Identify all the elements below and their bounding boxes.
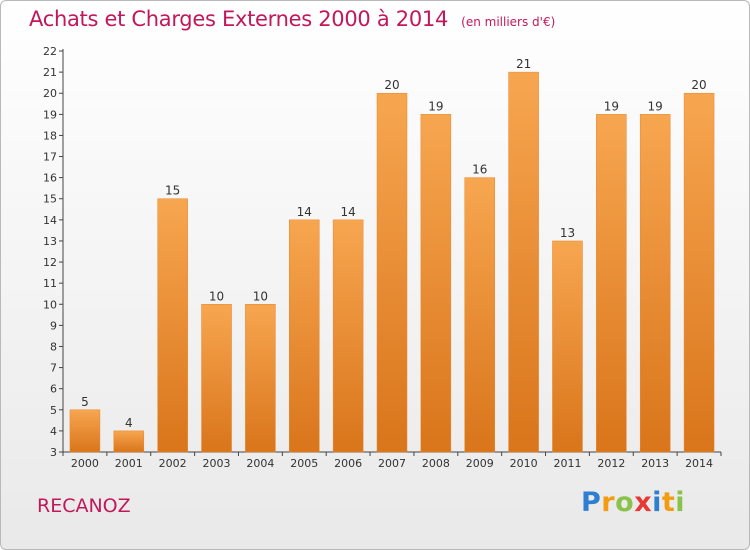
y-tick-label: 13: [43, 235, 57, 248]
logo-letter: x: [634, 487, 653, 518]
data-label: 20: [691, 78, 706, 92]
y-tick-label: 11: [43, 277, 57, 290]
bar: [201, 304, 232, 453]
data-label: 14: [297, 205, 312, 219]
x-tick-label: 2014: [685, 457, 713, 470]
y-tick-label: 8: [50, 340, 57, 353]
data-label: 10: [209, 289, 224, 303]
bar: [552, 240, 583, 453]
logo-letter: r: [601, 487, 616, 518]
x-tick-label: 2007: [378, 457, 406, 470]
x-tick-label: 2013: [641, 457, 669, 470]
x-tick-label: 2003: [203, 457, 231, 470]
data-label: 19: [604, 99, 619, 113]
data-label: 21: [516, 57, 531, 71]
bar: [113, 430, 145, 453]
x-tick-label: 2005: [290, 457, 318, 470]
y-tick-label: 22: [43, 45, 57, 58]
bar: [464, 177, 495, 453]
bar: [683, 92, 715, 453]
x-tick-label: 2001: [115, 457, 143, 470]
y-tick-label: 12: [43, 256, 57, 269]
x-tick-label: 2000: [71, 457, 99, 470]
data-label: 14: [340, 205, 355, 219]
data-label: 16: [472, 163, 487, 177]
logo-letter: t: [661, 487, 676, 518]
bar: [289, 219, 320, 453]
y-tick-label: 9: [50, 319, 57, 332]
bar: [596, 114, 627, 453]
data-label: 19: [648, 99, 663, 113]
y-tick-label: 19: [43, 108, 57, 121]
y-tick-label: 15: [43, 193, 57, 206]
y-tick-label: 3: [50, 446, 57, 459]
data-label: 20: [384, 78, 399, 92]
bar: [332, 219, 364, 453]
chart-unit: (en milliers d'€): [461, 15, 556, 29]
chart-title: Achats et Charges Externes 2000 à 2014 (…: [29, 7, 555, 31]
bar: [376, 92, 408, 453]
y-tick-label: 5: [50, 404, 57, 417]
data-label: 5: [81, 395, 89, 409]
x-tick-label: 2008: [422, 457, 450, 470]
bar: [69, 409, 101, 453]
place-name: RECANOZ: [37, 495, 131, 517]
x-tick-label: 2012: [597, 457, 625, 470]
y-tick-label: 14: [43, 214, 57, 227]
x-tick-label: 2009: [466, 457, 494, 470]
bar: [420, 114, 452, 453]
data-label: 10: [253, 289, 268, 303]
x-tick-label: 2004: [246, 457, 274, 470]
y-tick-label: 4: [50, 425, 57, 438]
y-tick-label: 16: [43, 172, 57, 185]
y-tick-label: 7: [50, 362, 57, 375]
x-tick-label: 2011: [553, 457, 581, 470]
x-tick-label: 2010: [510, 457, 538, 470]
y-tick-label: 21: [43, 66, 57, 79]
bar: [508, 71, 539, 453]
logo-letter: P: [581, 487, 602, 518]
x-tick-label: 2002: [159, 457, 187, 470]
bar: [245, 304, 276, 453]
data-label: 13: [560, 226, 575, 240]
y-tick-label: 17: [43, 151, 57, 164]
bar: [639, 114, 671, 453]
y-tick-label: 18: [43, 129, 57, 142]
logo-letter: i: [652, 487, 662, 518]
logo-letter: i: [675, 487, 686, 518]
x-tick-label: 2006: [334, 457, 362, 470]
y-tick-label: 6: [50, 383, 57, 396]
bar: [157, 198, 188, 453]
y-tick-label: 10: [43, 298, 57, 311]
data-label: 4: [125, 416, 133, 430]
proxiti-logo[interactable]: Proxiti: [581, 487, 685, 518]
data-label: 19: [428, 99, 443, 113]
chart-title-text: Achats et Charges Externes 2000 à 2014: [29, 7, 449, 31]
data-label: 15: [165, 184, 180, 198]
y-tick-label: 20: [43, 87, 57, 100]
logo-letter: o: [615, 487, 635, 518]
